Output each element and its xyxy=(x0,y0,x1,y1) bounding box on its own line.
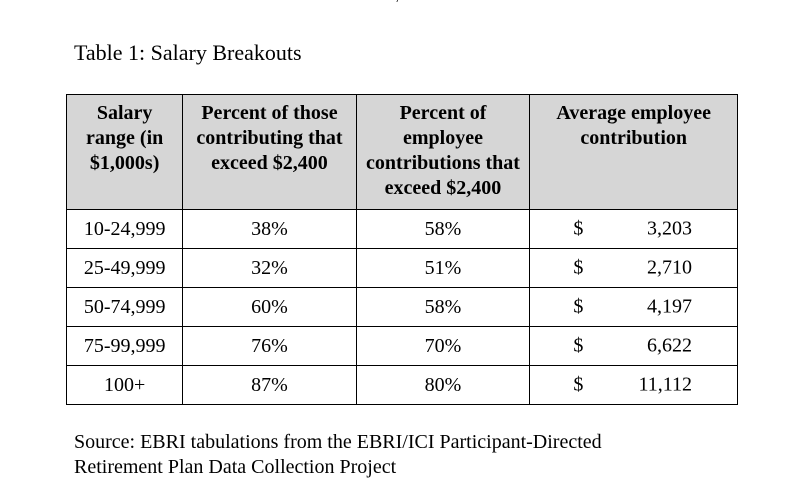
cell-percent-contributing: 32% xyxy=(182,248,357,288)
cell-average-contribution: $ 4,197 xyxy=(529,287,738,327)
cell-percent-contributions: 51% xyxy=(355,248,531,288)
header-salary-range: Salary range (in $1,000s) xyxy=(65,94,184,210)
source-note: Source: EBRI tabulations from the EBRI/I… xyxy=(74,430,774,480)
amount-value: 6,622 xyxy=(647,334,692,357)
cell-percent-contributing: 38% xyxy=(182,209,357,249)
cell-salary-range: 25-49,999 xyxy=(65,248,184,288)
amount-value: 2,710 xyxy=(647,256,692,279)
currency-symbol: $ xyxy=(573,217,584,240)
table-row: 100+ 87% 80% $ 11,112 xyxy=(65,365,738,405)
currency-symbol: $ xyxy=(573,256,584,279)
table-header-row: Salary range (in $1,000s) Percent of tho… xyxy=(65,94,738,210)
cell-average-contribution: $ 3,203 xyxy=(529,209,738,249)
cell-salary-range: 100+ xyxy=(65,365,184,405)
cell-average-contribution: $ 11,112 xyxy=(529,365,738,405)
source-line: Source: EBRI tabulations from the EBRI/I… xyxy=(74,431,602,453)
cell-salary-range: 75-99,999 xyxy=(65,326,184,366)
amount-value: 4,197 xyxy=(647,295,692,318)
salary-breakouts-table: Salary range (in $1,000s) Percent of tho… xyxy=(65,94,738,405)
header-average-contribution: Average employee contribution xyxy=(529,94,738,210)
cell-percent-contributing: 76% xyxy=(182,326,357,366)
amount-value: 11,112 xyxy=(638,373,692,396)
cell-percent-contributions: 80% xyxy=(355,365,531,405)
currency-symbol: $ xyxy=(573,334,584,357)
table-row: 10-24,999 38% 58% $ 3,203 xyxy=(65,209,738,249)
cell-average-contribution: $ 6,622 xyxy=(529,326,738,366)
cell-salary-range: 50-74,999 xyxy=(65,287,184,327)
table-caption: Table 1: Salary Breakouts xyxy=(74,40,302,65)
cell-percent-contributions: 58% xyxy=(355,287,531,327)
cell-percent-contributions: 58% xyxy=(355,209,531,249)
cell-percent-contributing: 87% xyxy=(182,365,357,405)
currency-symbol: $ xyxy=(573,295,584,318)
source-line: Retirement Plan Data Collection Project xyxy=(74,456,397,478)
cell-percent-contributing: 60% xyxy=(182,287,357,327)
table-row: 75-99,999 76% 70% $ 6,622 xyxy=(65,326,738,366)
header-percent-contributing: Percent of those contributing that excee… xyxy=(182,94,357,210)
header-percent-contributions: Percent of employee contributions that e… xyxy=(355,94,531,210)
amount-value: 3,203 xyxy=(647,217,692,240)
table-row: 50-74,999 60% 58% $ 4,197 xyxy=(65,287,738,327)
cell-salary-range: 10-24,999 xyxy=(65,209,184,249)
currency-symbol: $ xyxy=(573,373,584,396)
cell-percent-contributions: 70% xyxy=(355,326,531,366)
cell-average-contribution: $ 2,710 xyxy=(529,248,738,288)
table-row: 25-49,999 32% 51% $ 2,710 xyxy=(65,248,738,288)
clipped-text-fragment: y xyxy=(393,0,407,2)
